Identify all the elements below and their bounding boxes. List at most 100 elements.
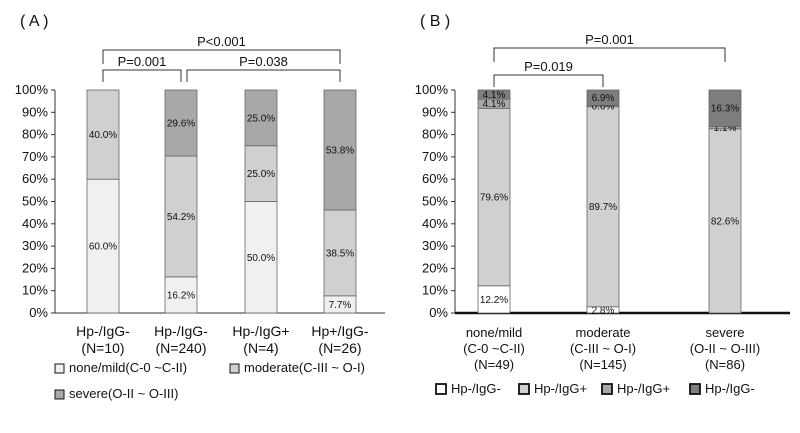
data-label: 54.2% <box>167 212 195 223</box>
category-label: (N=26) <box>318 340 361 356</box>
y-tick-label: 50% <box>422 194 448 209</box>
category-label: (N=49) <box>474 357 514 372</box>
data-label: 6.9% <box>592 93 615 104</box>
legend-swatch <box>601 383 613 395</box>
data-label: 53.8% <box>326 145 354 156</box>
data-label: 82.6% <box>711 216 739 227</box>
panel-b: ( B ) 0% 10% 20% 30% 40% 50% 60% 70% 80% 90% 100% 12… <box>415 13 790 396</box>
bar-segment <box>164 276 198 314</box>
y-tick-label: 90% <box>422 104 448 119</box>
bar-segment <box>586 89 620 106</box>
y-tick-label: 20% <box>22 260 48 275</box>
bar-segment <box>323 89 357 211</box>
data-label: 16.3% <box>711 104 739 115</box>
bar-segment <box>244 201 278 314</box>
p-value-label: P=0.001 <box>585 32 634 47</box>
data-label: 50.0% <box>247 253 275 264</box>
legend-swatch <box>689 383 701 395</box>
data-label: 2.8% <box>592 305 615 316</box>
legend-swatch <box>229 363 240 374</box>
legend-label: moderate(C-III ~ O-I) <box>244 360 365 375</box>
data-label: 25.0% <box>247 169 275 180</box>
p-value-label: P=0.001 <box>118 54 167 69</box>
legend-label: severe(O-II ~ O-III) <box>69 386 178 401</box>
category-label: (N=10) <box>81 340 124 356</box>
panel-label: ( B ) <box>420 13 450 30</box>
panel-a: ( A ) 0% 10% 20% 30% 40% 50% 60% 70% 80% 90% 100% 60… <box>15 13 385 401</box>
category-label: Hp-/IgG- <box>76 323 130 339</box>
bar-segment <box>164 155 198 278</box>
legend-label: Hp-/IgG- <box>705 381 755 396</box>
legend-swatch <box>518 383 530 395</box>
y-tick-label: 100% <box>15 82 49 97</box>
bar-segment <box>586 106 620 308</box>
p-value-label: P=0.019 <box>524 59 573 74</box>
y-tick-label: 20% <box>422 260 448 275</box>
significance-bracket <box>186 69 341 82</box>
data-label: 40.0% <box>89 130 117 141</box>
bar-segment <box>86 178 120 314</box>
y-tick-label: 10% <box>22 283 48 298</box>
significance-bracket <box>102 49 341 64</box>
data-label: 29.6% <box>167 119 195 130</box>
category-label: (N=4) <box>243 340 278 356</box>
category-label: (C-0 ~C-II) <box>463 341 525 356</box>
legend-label: Hp-/IgG+ <box>534 381 587 396</box>
y-tick-label: 10% <box>422 283 448 298</box>
data-label: 4.1% <box>483 90 506 101</box>
category-label: none/mild <box>466 325 522 340</box>
category-label: Hp+/IgG- <box>311 323 369 339</box>
category-label: (N=86) <box>705 357 745 372</box>
p-value-label: P=0.038 <box>239 54 288 69</box>
category-label: (C-III ~ O-I) <box>570 341 636 356</box>
data-label: 25.0% <box>247 113 275 124</box>
y-tick-label: 30% <box>422 238 448 253</box>
bar-segment <box>708 89 742 127</box>
bar-segment <box>477 285 511 314</box>
bar-segment <box>86 89 120 180</box>
data-label: 89.7% <box>589 202 617 213</box>
y-tick-label: 40% <box>422 216 448 231</box>
data-label: 1.1% <box>714 123 737 134</box>
bar-segment <box>164 89 198 157</box>
y-tick-label: 90% <box>22 104 48 119</box>
y-tick-label: 50% <box>22 194 48 209</box>
bar-segment <box>244 145 278 202</box>
y-tick-label: 0% <box>429 305 448 320</box>
legend-swatch <box>54 363 65 374</box>
y-tick-label: 70% <box>422 149 448 164</box>
bar-segment <box>323 209 357 297</box>
data-label: 0.6% <box>592 102 615 113</box>
data-label: 38.5% <box>326 248 354 259</box>
y-tick-label: 60% <box>422 171 448 186</box>
legend-label: Hp-/IgG- <box>451 381 501 396</box>
data-label: 4.1% <box>483 99 506 110</box>
legend-label: none/mild(C-0 ~C-II) <box>69 360 187 375</box>
category-label: severe <box>705 325 744 340</box>
y-tick-label: 40% <box>22 216 48 231</box>
category-label: (O-II ~ O-III) <box>690 341 760 356</box>
y-tick-label: 80% <box>422 127 448 142</box>
p-value-label: P<0.001 <box>197 34 246 49</box>
data-label: 60.0% <box>89 242 117 253</box>
data-label: 7.7% <box>329 300 352 311</box>
data-label: 79.6% <box>480 193 508 204</box>
y-tick-label: 100% <box>415 82 449 97</box>
significance-bracket <box>102 69 182 82</box>
category-label: Hp-/IgG- <box>154 323 208 339</box>
legend-swatch <box>54 389 65 400</box>
data-label: 16.2% <box>167 290 195 301</box>
bar-segment <box>244 89 278 147</box>
bar-segment <box>477 107 511 287</box>
legend-label: Hp-/IgG+ <box>617 381 670 396</box>
panel-label: ( A ) <box>20 13 48 30</box>
category-label: moderate <box>576 325 631 340</box>
bar-segment <box>477 89 511 100</box>
significance-bracket <box>493 74 604 87</box>
legend-swatch <box>435 383 447 395</box>
y-tick-label: 30% <box>22 238 48 253</box>
significance-bracket <box>493 47 726 62</box>
y-tick-label: 80% <box>22 127 48 142</box>
y-tick-label: 0% <box>29 305 48 320</box>
